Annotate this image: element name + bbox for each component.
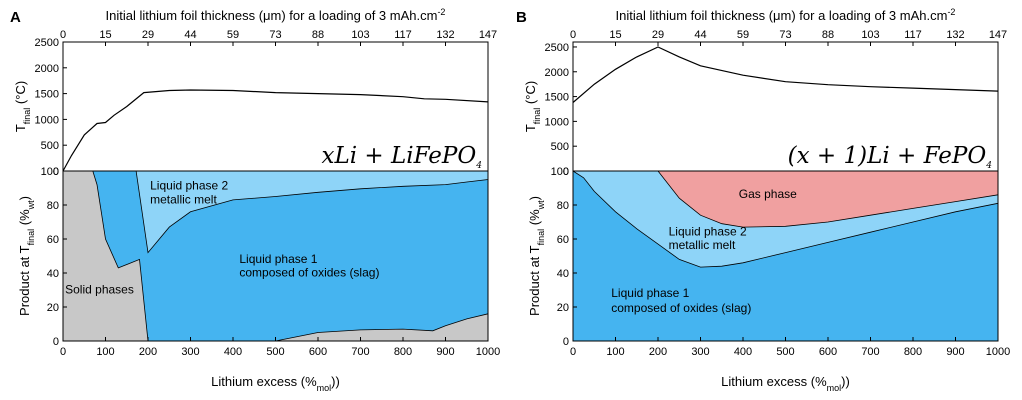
top-tick-label: 29: [652, 29, 664, 41]
top-tick-label: 0: [60, 29, 66, 41]
top-tick-label: 103: [861, 29, 879, 41]
x-tick-label: 0: [570, 346, 576, 358]
product-y-tick-label: 60: [557, 234, 569, 246]
x-tick-label: 500: [266, 346, 284, 358]
product-y-tick-label: 80: [557, 200, 569, 212]
temp-y-tick-label: 1000: [35, 114, 59, 126]
label-liquid2-line1: Liquid phase 2: [669, 225, 747, 239]
boundary-slag: [572, 170, 999, 268]
product-y-tick-label: 100: [41, 166, 59, 178]
temp-y-tick-label: 0: [563, 166, 569, 178]
x-tick-label: 100: [96, 346, 114, 358]
top-axis-title: Initial lithium foil thickness (μm) for …: [106, 7, 446, 23]
product-y-tick-label: 100: [551, 166, 569, 178]
label-solid-phases: Solid phases: [65, 282, 134, 296]
top-tick-label: 44: [694, 29, 706, 41]
top-tick-label: 117: [394, 29, 412, 41]
reaction-equation: xLi + LiFePO4: [321, 143, 482, 171]
temp-y-tick-label: 2500: [545, 42, 569, 54]
top-tick-label: 132: [436, 29, 454, 41]
x-tick-label: 400: [224, 346, 242, 358]
x-tick-label: 700: [351, 346, 369, 358]
top-tick-label: 15: [99, 29, 111, 41]
x-tick-label: 200: [139, 346, 157, 358]
temp-y-tick-label: 500: [551, 141, 569, 153]
top-tick-label: 132: [946, 29, 964, 41]
temp-y-tick-label: 1000: [545, 116, 569, 128]
x-tick-label: 0: [60, 346, 66, 358]
top-tick-label: 147: [989, 29, 1007, 41]
top-tick-label: 44: [184, 29, 196, 41]
top-tick-label: 59: [737, 29, 749, 41]
temp-y-tick-label: 1500: [35, 89, 59, 101]
x-axis-title: Lithium excess (%mol)): [721, 374, 850, 393]
x-tick-label: 400: [734, 346, 752, 358]
x-tick-label: 300: [181, 346, 199, 358]
x-tick-label: 700: [861, 346, 879, 358]
temp-y-tick-label: 0: [53, 166, 59, 178]
x-tick-label: 800: [394, 346, 412, 358]
x-tick-label: 1000: [476, 346, 500, 358]
top-tick-label: 73: [269, 29, 281, 41]
x-tick-label: 800: [904, 346, 922, 358]
product-y-tick-label: 20: [47, 302, 59, 314]
product-y-tick-label: 0: [53, 336, 59, 348]
label-gas-phase: Gas phase: [739, 187, 797, 201]
top-tick-label: 0: [570, 29, 576, 41]
boundary-gas: [657, 170, 999, 228]
temperature-line: [572, 46, 999, 103]
temp-y-tick-label: 2500: [35, 37, 59, 49]
region-gas: [658, 171, 998, 228]
reaction-equation: (x + 1)Li + FePO4: [788, 143, 993, 171]
x-tick-label: 900: [946, 346, 964, 358]
label-liquid1-line1: Liquid phase 1: [611, 286, 689, 300]
product-y-title: Product at Tfinal (%wt): [17, 196, 36, 316]
x-tick-label: 1000: [986, 346, 1010, 358]
top-tick-label: 88: [822, 29, 834, 41]
product-y-tick-label: 80: [47, 200, 59, 212]
x-tick-label: 600: [309, 346, 327, 358]
top-axis-title: Initial lithium foil thickness (μm) for …: [616, 7, 956, 23]
temp-y-tick-label: 500: [41, 140, 59, 152]
x-tick-label: 600: [819, 346, 837, 358]
top-tick-label: 73: [779, 29, 791, 41]
panel-letter: A: [10, 9, 21, 26]
label-liquid2-line2: metallic melt: [669, 238, 736, 252]
top-tick-label: 88: [312, 29, 324, 41]
top-tick-label: 29: [142, 29, 154, 41]
temperature-y-title: Tfinal (°C): [523, 81, 542, 132]
label-liquid1-line2: composed of oxides (slag): [611, 301, 751, 315]
temp-y-tick-label: 2000: [545, 67, 569, 79]
product-y-tick-label: 0: [563, 336, 569, 348]
product-y-tick-label: 40: [47, 268, 59, 280]
region-metallic-melt: [126, 170, 489, 254]
label-liquid2-line1: Liquid phase 2: [150, 179, 228, 193]
x-tick-label: 200: [649, 346, 667, 358]
top-tick-label: 103: [351, 29, 369, 41]
top-tick-label: 59: [227, 29, 239, 41]
product-y-tick-label: 60: [47, 234, 59, 246]
product-y-tick-label: 40: [557, 268, 569, 280]
x-tick-label: 300: [691, 346, 709, 358]
product-y-title: Product at Tfinal (%wt): [527, 196, 546, 316]
temp-y-tick-label: 2000: [35, 63, 59, 75]
temperature-line: [62, 89, 489, 172]
temp-y-tick-label: 1500: [545, 92, 569, 104]
top-tick-label: 15: [609, 29, 621, 41]
label-liquid1-line2: composed of oxides (slag): [239, 265, 379, 279]
temperature-y-title: Tfinal (°C): [13, 81, 32, 132]
top-tick-label: 147: [479, 29, 497, 41]
panel-letter: B: [516, 9, 527, 26]
top-tick-label: 117: [904, 29, 922, 41]
label-liquid1-line1: Liquid phase 1: [239, 252, 317, 266]
x-axis-title: Lithium excess (%mol)): [211, 374, 340, 393]
product-y-tick-label: 20: [557, 302, 569, 314]
x-tick-label: 500: [776, 346, 794, 358]
label-liquid2-line2: metallic melt: [150, 192, 217, 206]
x-tick-label: 900: [436, 346, 454, 358]
x-tick-label: 100: [606, 346, 624, 358]
